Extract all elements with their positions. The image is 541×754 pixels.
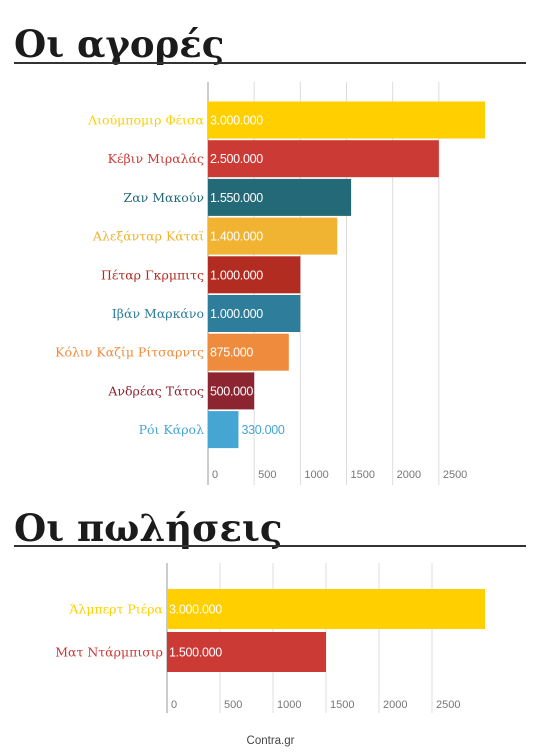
category-label: Κόλιν Καζίμ Ρίτσαρντς — [55, 345, 204, 360]
value-label: 1.000.000 — [210, 268, 263, 282]
sales-heading: Οι πωλήσεις — [14, 506, 283, 550]
category-label: Ματ Ντάρμπισιρ — [55, 645, 163, 660]
x-tick-label: 2000 — [383, 699, 407, 711]
category-label: Ρόι Κάρολ — [139, 422, 204, 437]
bar — [208, 372, 255, 410]
category-label: Ζαν Μακούν — [124, 190, 204, 205]
category-label: Ανδρέας Τάτος — [107, 383, 204, 398]
bar — [167, 589, 485, 629]
bar — [208, 333, 289, 371]
sales-bar-chart: 0 500 1000 1500 2000 2500 Άλμπερτ Ριέρα 3.000.0… — [55, 563, 485, 713]
bar — [208, 140, 439, 178]
source-credit: Contra.gr — [246, 735, 295, 747]
x-tick-label: 500 — [224, 699, 242, 711]
category-label: Ιβάν Μαρκάνο — [112, 306, 204, 321]
bar — [208, 217, 338, 255]
x-tick-label: 1500 — [351, 469, 375, 481]
buys-heading: Οι αγορές — [14, 22, 225, 66]
bar — [208, 178, 352, 216]
value-label: 500.000 — [210, 384, 253, 398]
bar — [208, 101, 485, 139]
bar — [208, 295, 301, 332]
bar — [208, 256, 301, 294]
x-tick-label: 0 — [212, 469, 218, 481]
value-label: 1.400.000 — [210, 230, 263, 244]
value-label: 1.550.000 — [210, 191, 263, 205]
value-label: 330.000 — [241, 423, 284, 437]
x-tick-label: 500 — [258, 469, 276, 481]
x-tick-label: 1000 — [277, 699, 301, 711]
bar — [167, 632, 326, 672]
category-label: Αλεξάνταρ Κάταϊ — [92, 229, 204, 244]
category-label: Πέταρ Γκρμπιτς — [101, 267, 204, 282]
value-label: 3.000.000 — [210, 114, 263, 128]
buys-heading-rule — [14, 62, 526, 64]
x-tick-label: 2500 — [436, 699, 460, 711]
value-label: 2.500.000 — [210, 152, 263, 166]
x-tick-label: 2500 — [443, 469, 467, 481]
category-label: Κέβιν Μιραλάς — [108, 151, 204, 166]
sales-heading-rule — [14, 545, 526, 547]
category-label: Λιούμπομιρ Φέισα — [87, 113, 204, 128]
x-tick-label: 0 — [171, 699, 177, 711]
x-tick-label: 2000 — [397, 469, 421, 481]
x-tick-label: 1000 — [304, 469, 328, 481]
bar — [208, 411, 239, 449]
value-label: 875.000 — [210, 346, 253, 360]
value-label: 1.000.000 — [210, 307, 263, 321]
value-label: 3.000.000 — [169, 603, 222, 617]
category-label: Άλμπερτ Ριέρα — [68, 602, 163, 617]
buys-bar-chart: 0 500 1000 1500 2000 2500 Λιούμπομιρ Φέισα 3.00… — [55, 82, 485, 485]
x-tick-label: 1500 — [330, 699, 354, 711]
value-label: 1.500.000 — [169, 646, 222, 660]
